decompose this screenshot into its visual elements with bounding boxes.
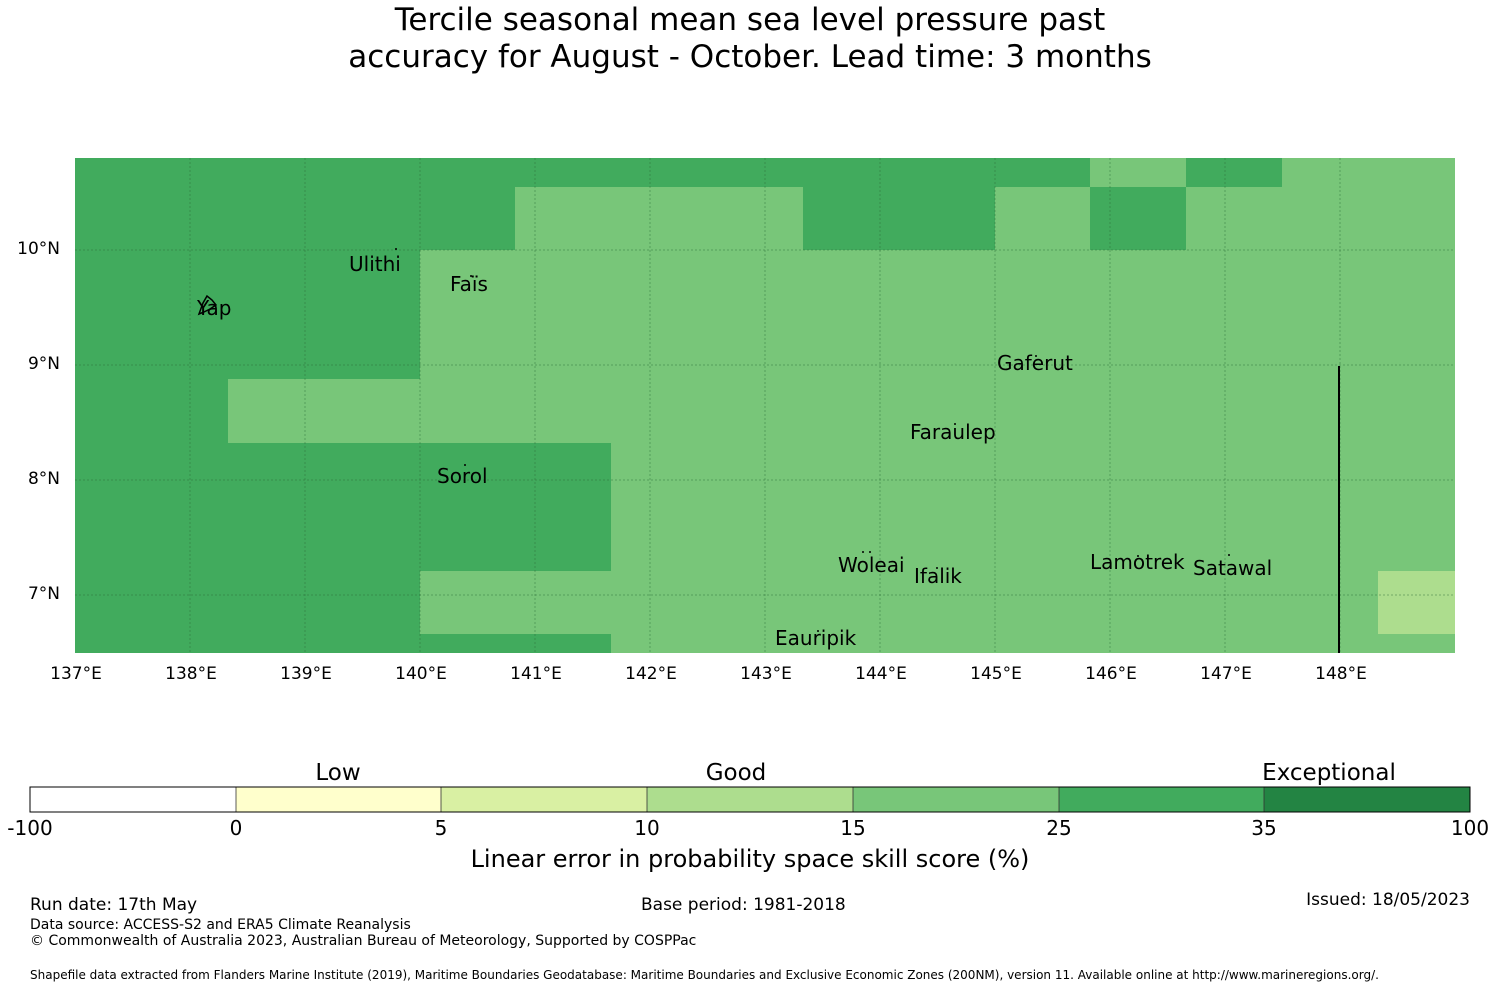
lon-tick-147e: 147°E <box>1200 664 1252 684</box>
colorbar-bin-2 <box>236 787 441 812</box>
colorbar-outline <box>29 786 1471 813</box>
island-label-faraulep: Faraulep <box>910 420 996 444</box>
colorbar-bin-4 <box>647 787 853 812</box>
island-label-ulithi: Ulithi <box>349 252 401 276</box>
chart-title-line2: accuracy for August - October. Lead time… <box>348 39 1152 75</box>
base-period: Base period: 1981-2018 <box>641 895 846 915</box>
copyright: © Commonwealth of Australia 2023, Austra… <box>30 933 697 949</box>
shapefile-credit: Shapefile data extracted from Flanders M… <box>30 968 1379 982</box>
chart-title-line1: Tercile seasonal mean sea level pressure… <box>394 2 1106 38</box>
colorbar <box>29 786 1471 813</box>
island-label-sorol: Sorol <box>437 464 488 488</box>
colorbar-tick-5: 5 <box>434 816 448 840</box>
colorbar-tick-15: 15 <box>840 816 866 840</box>
island-label-eauripik: Eauripik <box>775 626 857 650</box>
lon-tick-139e: 139°E <box>280 664 332 684</box>
issued-date: Issued: 18/05/2023 <box>1306 890 1470 910</box>
colorbar-tick-25: 25 <box>1046 816 1072 840</box>
colorbar-tick-0: 0 <box>229 816 243 840</box>
colorbar-category-low: Low <box>315 760 361 786</box>
colorbar-bin-5 <box>853 787 1059 812</box>
colorbar-bin-7 <box>1264 787 1470 812</box>
island-label-fais: Faïs <box>450 272 488 296</box>
lat-tick-9n: 9°N <box>27 354 60 374</box>
island-label-lamotrek: Lamotrek <box>1090 550 1185 574</box>
lon-tick-146e: 146°E <box>1085 664 1137 684</box>
island-label-woleai: Woleai <box>838 553 905 577</box>
colorbar-tick-minus100: -100 <box>7 816 53 840</box>
colorbar-bin-6 <box>1059 787 1264 812</box>
lon-tick-138e: 138°E <box>165 664 217 684</box>
island-label-satawal: Satawal <box>1193 556 1273 580</box>
skill-region-25-35 <box>75 158 1282 653</box>
island-label-ifalik: Ifalik <box>914 564 962 588</box>
lon-tick-142e: 142°E <box>625 664 677 684</box>
lon-tick-144e: 144°E <box>855 664 907 684</box>
chart-title: Tercile seasonal mean sea level pressure… <box>0 2 1500 76</box>
lon-tick-140e: 140°E <box>395 664 447 684</box>
colorbar-tick-35: 35 <box>1251 816 1277 840</box>
colorbar-category-good: Good <box>705 760 767 786</box>
colorbar-tick-100: 100 <box>1450 816 1490 840</box>
colorbar-bin-3 <box>441 787 647 812</box>
run-date: Run date: 17th May <box>30 895 198 915</box>
lon-tick-148e: 148°E <box>1315 664 1367 684</box>
colorbar-bin-1 <box>30 787 236 812</box>
colorbar-category-exceptional: Exceptional <box>1262 760 1396 786</box>
island-shapes <box>197 248 1230 632</box>
lon-tick-137e: 137°E <box>50 664 102 684</box>
lon-tick-141e: 141°E <box>510 664 562 684</box>
data-source: Data source: ACCESS-S2 and ERA5 Climate … <box>30 917 411 933</box>
colorbar-tick-10: 10 <box>634 816 660 840</box>
skill-region-10-15 <box>1378 571 1455 634</box>
lat-tick-8n: 8°N <box>27 469 60 489</box>
island-label-gaferut: Gaferut <box>997 351 1073 375</box>
colorbar-title: Linear error in probability space skill … <box>470 845 1030 873</box>
lon-tick-145e: 145°E <box>970 664 1022 684</box>
lon-tick-143e: 143°E <box>740 664 792 684</box>
lat-tick-10n: 10°N <box>17 239 60 259</box>
lat-tick-7n: 7°N <box>27 584 60 604</box>
island-label-yap: Yap <box>197 296 232 320</box>
